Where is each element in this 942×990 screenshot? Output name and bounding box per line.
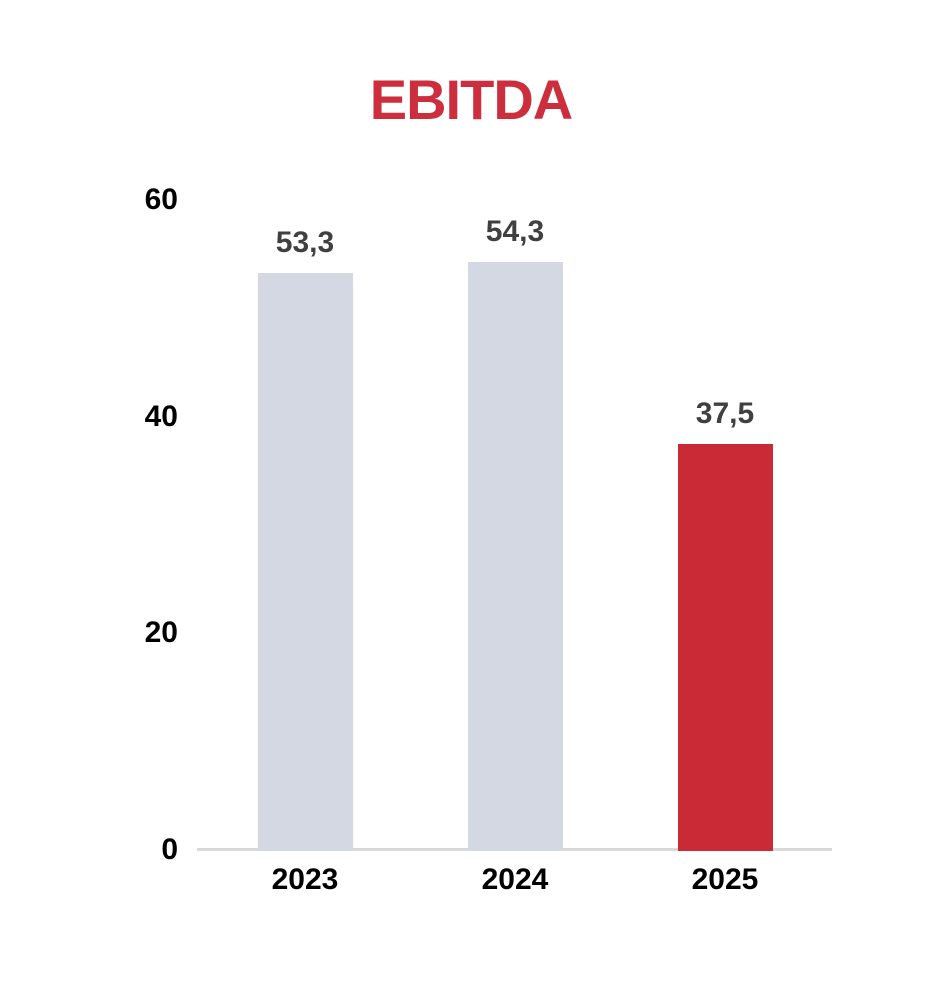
y-axis-tick-label: 20 (144, 616, 178, 649)
chart-title: EBITDA (369, 68, 573, 131)
x-axis-category-label: 2025 (691, 863, 759, 896)
y-axis-tick-label: 0 (161, 833, 178, 866)
bar-2024 (467, 262, 563, 851)
bar-value-label: 54,3 (485, 215, 545, 248)
x-axis-category-label: 2024 (481, 863, 549, 896)
bar-2023 (257, 273, 353, 851)
bar-2025 (677, 444, 773, 851)
bar-value-label: 53,3 (275, 226, 335, 259)
x-axis-category-label: 2023 (271, 863, 339, 896)
y-axis-tick-label: 60 (144, 183, 178, 216)
bar-value-label: 37,5 (695, 397, 755, 430)
y-axis-tick-label: 40 (144, 400, 178, 433)
